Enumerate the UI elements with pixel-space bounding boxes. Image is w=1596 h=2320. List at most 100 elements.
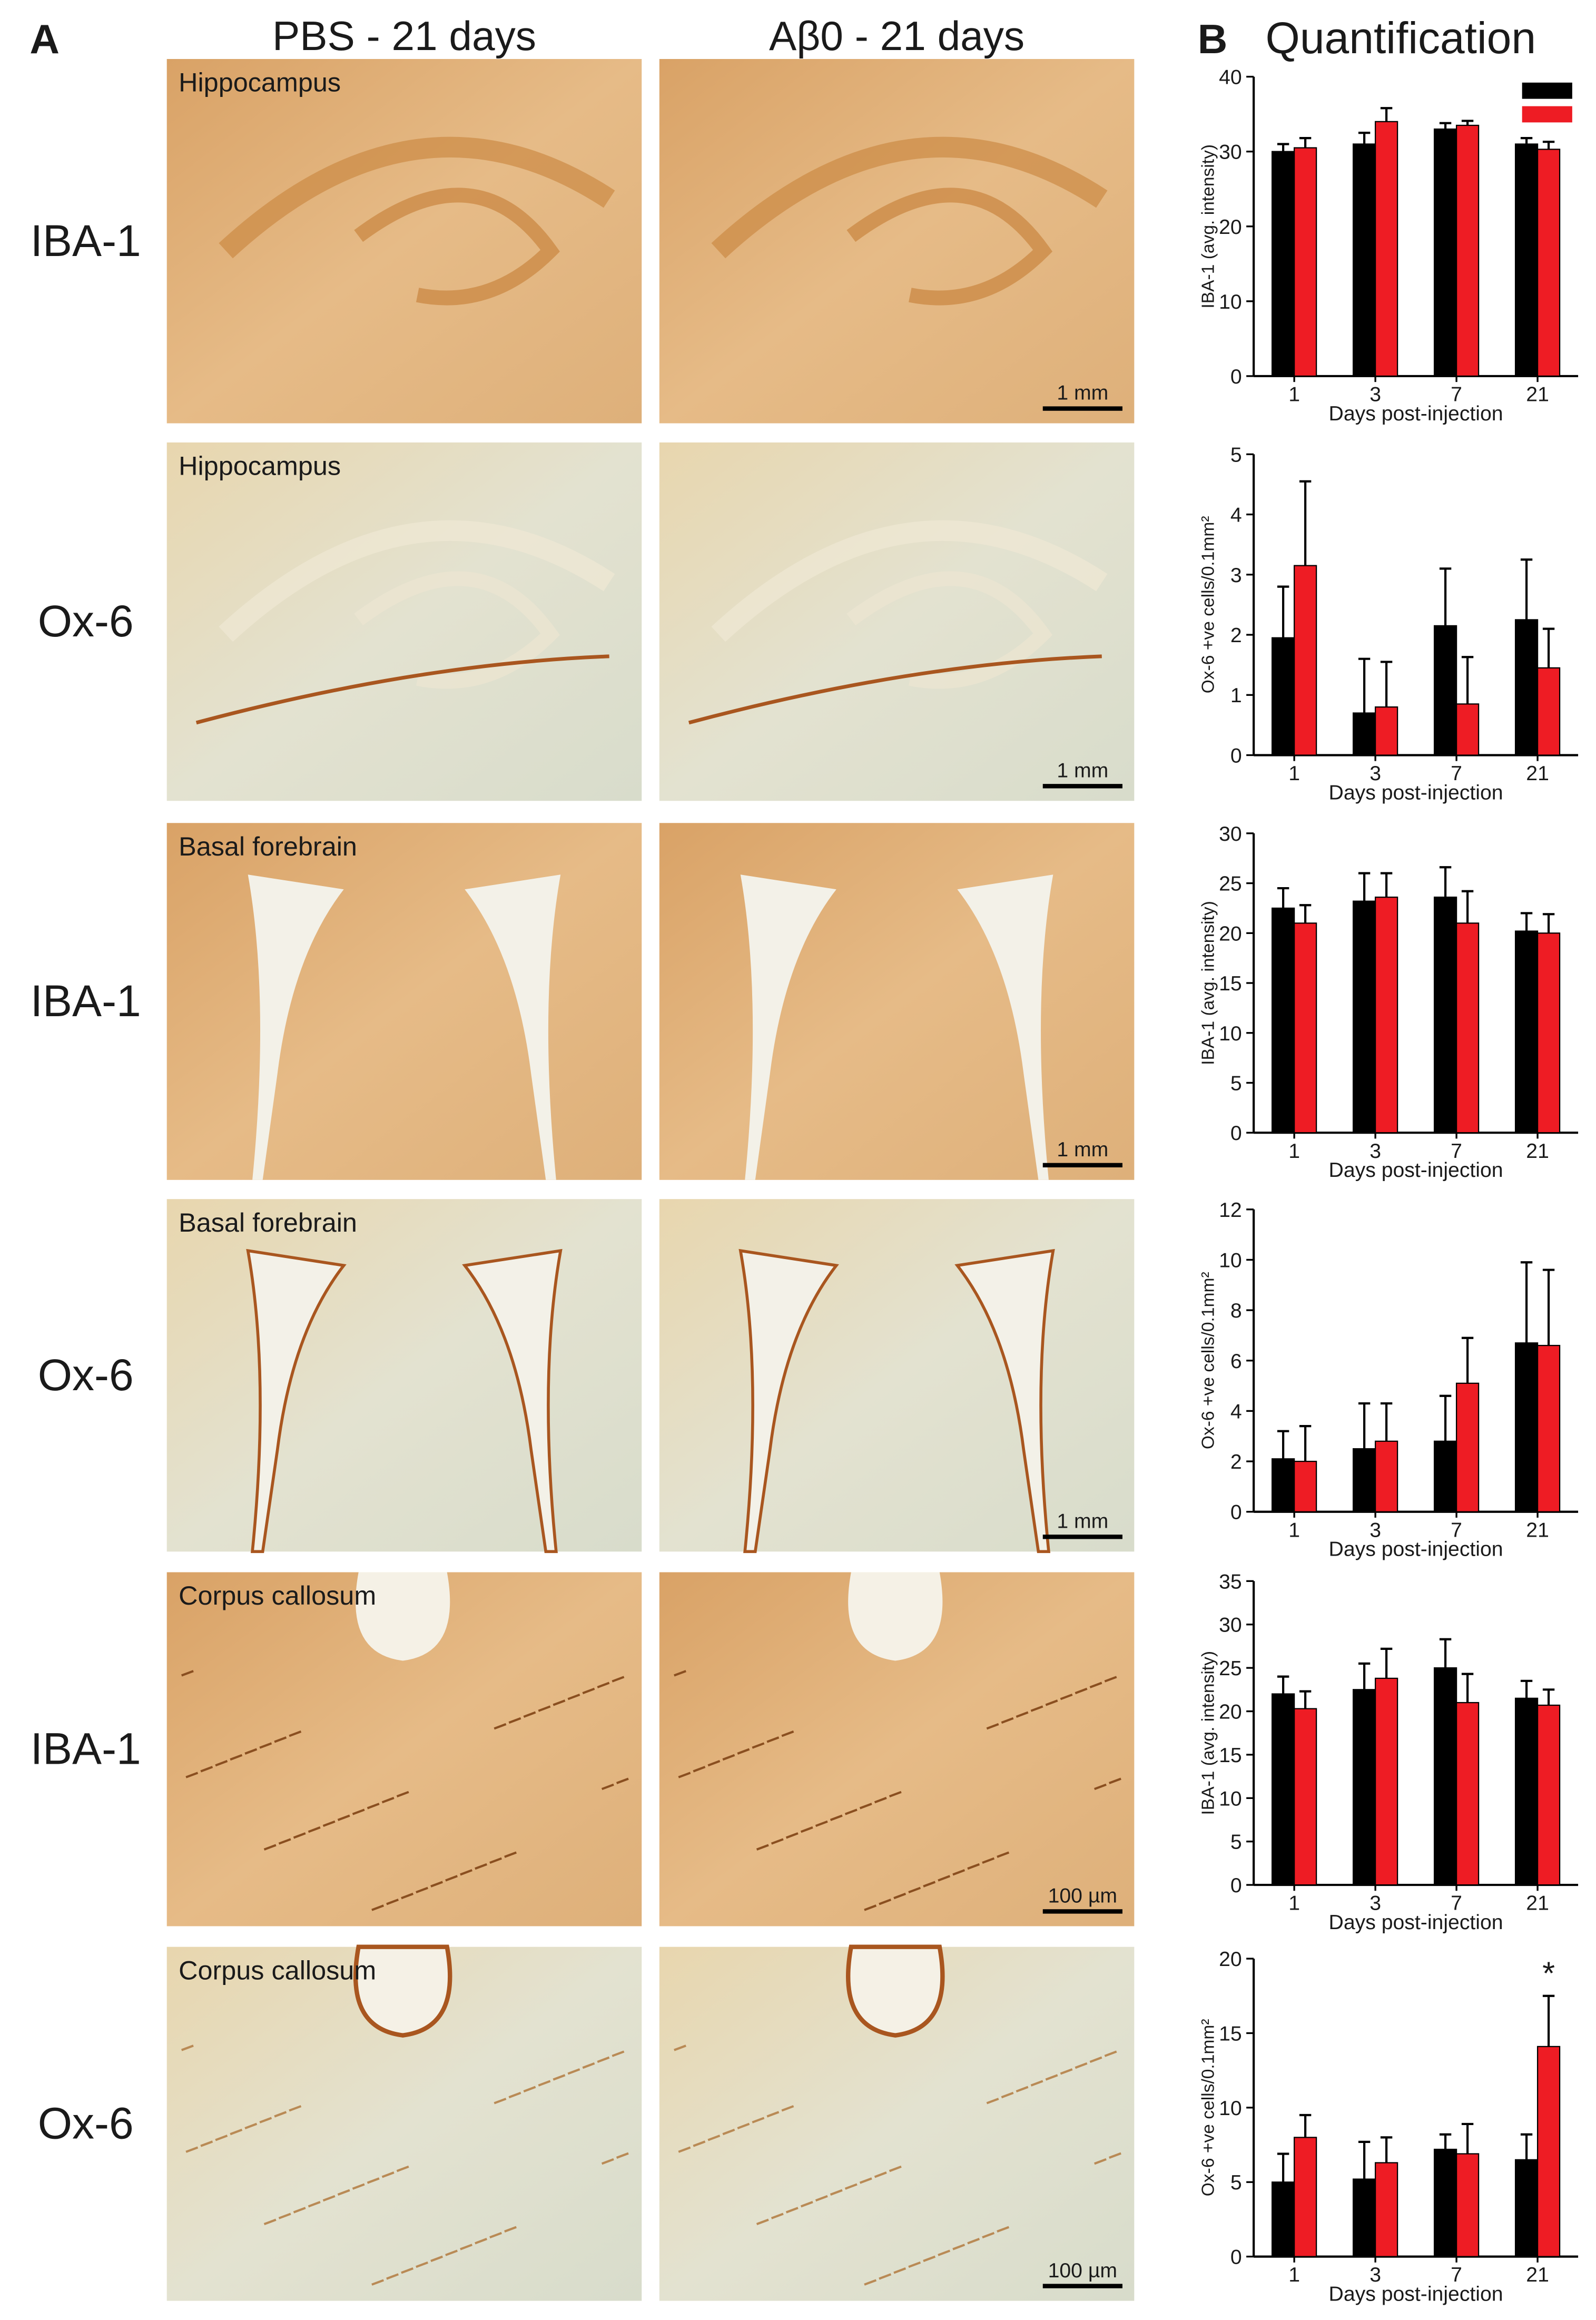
x-tick-label: 1 (1288, 1892, 1300, 1915)
error-bar (1542, 1688, 1555, 1705)
bar (1433, 128, 1457, 377)
cell (460, 1869, 472, 1876)
bar (1271, 637, 1295, 756)
y-axis-label: Ox-6 +ve cells/0.1mm² (1199, 1272, 1218, 1449)
bar (1352, 900, 1376, 1134)
x-axis-label: Days post-injection (1329, 1538, 1503, 1561)
cell (230, 1754, 243, 1761)
cell (601, 1783, 614, 1791)
cell (352, 2183, 365, 2190)
cell (756, 1844, 769, 1851)
cell (766, 2111, 780, 2118)
cell (986, 1723, 999, 1730)
error-bar (1542, 1994, 1555, 2047)
cell (597, 2056, 610, 2063)
tissue (659, 823, 1135, 1180)
error-bar (1380, 2136, 1393, 2163)
x-tick-label: 3 (1370, 1892, 1381, 1915)
cell (1030, 2080, 1043, 2087)
bar (1352, 1448, 1376, 1512)
bar (1374, 2162, 1398, 2257)
cell (367, 1803, 380, 1810)
bar (1455, 922, 1480, 1134)
ventricle (740, 874, 836, 1180)
y-axis-label: IBA-1 (avg. intensity) (1199, 901, 1218, 1065)
cell (489, 2231, 502, 2239)
error-bar (1439, 2133, 1452, 2150)
cell (278, 1838, 291, 1845)
cell (278, 2213, 291, 2219)
cell (293, 1832, 306, 1839)
y-tick-label: 2 (1230, 1451, 1242, 1473)
cell (494, 2098, 507, 2105)
bar (1293, 2137, 1317, 2257)
cell (460, 2244, 472, 2250)
cell (504, 2226, 517, 2233)
micrograph: 1 mm (659, 1199, 1135, 1554)
y-axis-label: IBA-1 (avg. intensity) (1199, 1651, 1218, 1815)
cell (1045, 2074, 1058, 2081)
cell (612, 2050, 625, 2057)
bar (1293, 1460, 1317, 1512)
cell (952, 2244, 966, 2250)
legend-swatch (1522, 106, 1572, 123)
error-bar (1277, 1675, 1289, 1694)
cell (986, 2098, 999, 2105)
cell (678, 2146, 691, 2153)
bar (1514, 930, 1539, 1134)
cell (967, 2238, 980, 2245)
error-bar (1439, 122, 1452, 130)
error-bar (1542, 1269, 1555, 1346)
cell (445, 2249, 458, 2256)
y-tick-label: 0 (1230, 1501, 1242, 1524)
cell (289, 2105, 302, 2112)
cell (181, 1670, 194, 1677)
y-tick-label: 2 (1230, 624, 1242, 647)
x-tick-label: 21 (1526, 384, 1549, 406)
error-bar (1299, 480, 1312, 566)
cell (893, 2267, 907, 2274)
cell (367, 2177, 380, 2184)
cell (489, 1857, 502, 1864)
cell (244, 2122, 258, 2129)
x-tick-label: 7 (1451, 1519, 1462, 1541)
cell (908, 2261, 921, 2268)
panel-label: B (1198, 16, 1228, 62)
vessel (688, 654, 1102, 725)
micrograph: 100 µm (659, 1944, 1135, 2301)
bar (1514, 1697, 1539, 1886)
bar (1455, 1702, 1480, 1886)
bar (1433, 625, 1457, 756)
cell (785, 1832, 799, 1839)
cell (274, 1736, 287, 1743)
error-bar (1461, 120, 1474, 125)
micrograph: Hippocampus (166, 442, 642, 801)
cell (553, 2074, 566, 2081)
error-bar (1299, 904, 1312, 923)
region-label: Corpus callosum (179, 1580, 376, 1610)
cell (523, 2086, 536, 2093)
cell (785, 2207, 799, 2214)
x-tick-label: 21 (1526, 1892, 1549, 1915)
y-tick-label: 6 (1230, 1350, 1242, 1373)
cell (781, 2105, 794, 2112)
region-label: Hippocampus (179, 451, 341, 481)
cell (200, 2140, 213, 2147)
bar (1455, 703, 1480, 756)
x-tick-label: 7 (1451, 762, 1462, 785)
cell (1060, 1693, 1073, 1700)
cell (678, 1772, 691, 1778)
cell (693, 2140, 706, 2147)
y-tick-label: 0 (1230, 744, 1242, 767)
x-tick-label: 21 (1526, 1140, 1549, 1163)
cell (308, 1826, 321, 1833)
cell (1094, 2158, 1107, 2165)
ventricle (353, 1944, 452, 2038)
cell (308, 2201, 321, 2208)
cell (1104, 1676, 1117, 1683)
error-bar (1520, 912, 1533, 931)
error-bar (1380, 872, 1393, 898)
cell (815, 1820, 828, 1827)
cell (215, 1759, 228, 1767)
